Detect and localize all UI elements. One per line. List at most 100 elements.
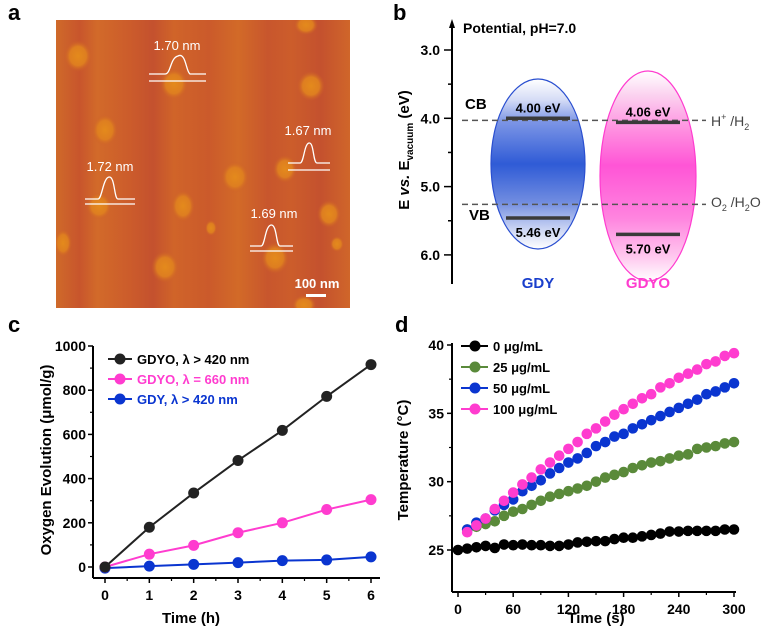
c-data-point	[188, 487, 200, 499]
d-data-point	[636, 531, 648, 542]
c-data-point	[365, 551, 377, 563]
panel-letter-a: a	[8, 0, 21, 25]
c-data-point	[232, 527, 244, 539]
oxygen-evolution-chart: 0 200 400 600 800 1000 0 1 2 3 4 5 6 GDYO, λ > 420 n…	[38, 338, 380, 627]
d-data-point	[517, 503, 528, 515]
d-data-point	[599, 416, 611, 427]
band-levels: 4.00 eV 5.46 eV 4.06 eV 5.70 eV	[462, 100, 706, 256]
c-data-point	[188, 539, 200, 551]
c-x-tick-label: 1	[145, 587, 153, 603]
d-data-point	[507, 539, 519, 551]
d-data-point	[710, 386, 721, 397]
d-series	[452, 347, 740, 556]
d-data-point	[728, 377, 740, 389]
d-data-point	[719, 350, 731, 362]
c-legend-label: GDYO, λ = 660 nm	[137, 372, 249, 387]
height-profile-3	[85, 176, 135, 205]
d-data-point	[691, 364, 703, 375]
d-data-point	[452, 544, 464, 556]
d-data-point	[572, 537, 583, 548]
d-data-point	[701, 525, 712, 537]
d-y-tick-label: 35	[428, 405, 444, 421]
d-data-point	[728, 436, 740, 448]
d-data-point	[673, 372, 685, 384]
d-data-point	[719, 524, 731, 535]
height-label-2: 1.67 nm	[285, 123, 332, 138]
d-data-point	[645, 529, 657, 541]
height-label-3: 1.72 nm	[87, 159, 134, 174]
d-data-point	[701, 358, 712, 370]
d-data-point	[563, 539, 574, 550]
d-data-point	[636, 459, 648, 471]
d-data-point	[563, 485, 574, 497]
d-y-tick-label: 30	[428, 474, 444, 490]
d-data-point	[609, 409, 620, 420]
band-axis-arrow-icon	[449, 19, 455, 28]
d-legend-marker	[469, 403, 481, 415]
c-x-tick-label: 5	[323, 587, 331, 603]
c-x-tick-label: 4	[278, 587, 286, 603]
d-data-point	[599, 535, 611, 547]
d-data-point	[682, 398, 694, 410]
c-y-tick-label: 600	[63, 426, 87, 442]
d-x-tick-label: 180	[612, 601, 636, 617]
band-tick-label: 5.0	[421, 179, 441, 195]
ref-h-label: H+ /H2	[711, 112, 749, 132]
band-tick-label: 3.0	[421, 42, 441, 58]
ref-o-label: O2 /H2O	[711, 194, 761, 213]
panel-letter-c: c	[8, 312, 21, 337]
d-data-point	[673, 402, 685, 414]
d-data-point	[682, 368, 694, 379]
d-data-point	[728, 347, 740, 359]
cb-label: CB	[465, 96, 487, 113]
d-data-point	[645, 414, 657, 426]
c-x-tick-label: 0	[101, 587, 109, 603]
c-data-point	[321, 504, 333, 516]
d-data-point	[627, 398, 639, 410]
c-data-point	[143, 548, 155, 560]
d-x-tick-label: 120	[557, 601, 581, 617]
d-data-point	[627, 423, 639, 434]
panel-letter-b: b	[393, 0, 407, 25]
c-y-tick-label: 1000	[55, 338, 86, 354]
d-data-point	[618, 466, 629, 478]
d-data-point	[682, 525, 694, 537]
d-data-point	[581, 447, 593, 459]
d-data-point	[517, 479, 528, 490]
d-data-point	[581, 536, 593, 548]
d-data-point	[590, 423, 602, 434]
c-y-tick-label: 800	[63, 382, 87, 398]
d-x-label: Time (s)	[567, 610, 624, 627]
d-data-point	[701, 388, 712, 400]
d-data-point	[572, 436, 583, 448]
d-axes: 25 30 35 40 0 60 120 180 240 300	[428, 337, 745, 617]
d-data-point	[544, 457, 556, 468]
d-data-point	[664, 453, 675, 464]
c-data-point	[365, 494, 377, 506]
d-data-point	[517, 539, 528, 550]
d-data-point	[599, 472, 611, 483]
d-x-tick-label: 0	[454, 601, 462, 617]
d-data-point	[544, 468, 556, 479]
d-data-point	[590, 535, 602, 547]
d-data-point	[489, 542, 501, 554]
d-data-point	[618, 428, 629, 440]
d-data-point	[544, 540, 556, 552]
d-data-point	[498, 539, 510, 550]
d-data-point	[655, 382, 666, 393]
c-data-point	[143, 521, 155, 533]
d-legend-label: 100 μg/mL	[493, 402, 557, 417]
d-data-point	[590, 476, 602, 487]
d-data-point	[636, 393, 648, 404]
d-data-point	[664, 377, 675, 389]
d-data-point	[461, 526, 473, 538]
d-data-point	[691, 394, 703, 405]
d-data-point	[719, 438, 731, 449]
panel-letter-d: d	[395, 312, 409, 337]
d-data-point	[553, 540, 565, 552]
d-data-point	[563, 457, 574, 468]
d-data-point	[636, 418, 648, 430]
d-data-point	[498, 495, 510, 507]
d-legend-marker	[469, 340, 481, 352]
gdyo-vb-value: 5.70 eV	[626, 241, 671, 256]
